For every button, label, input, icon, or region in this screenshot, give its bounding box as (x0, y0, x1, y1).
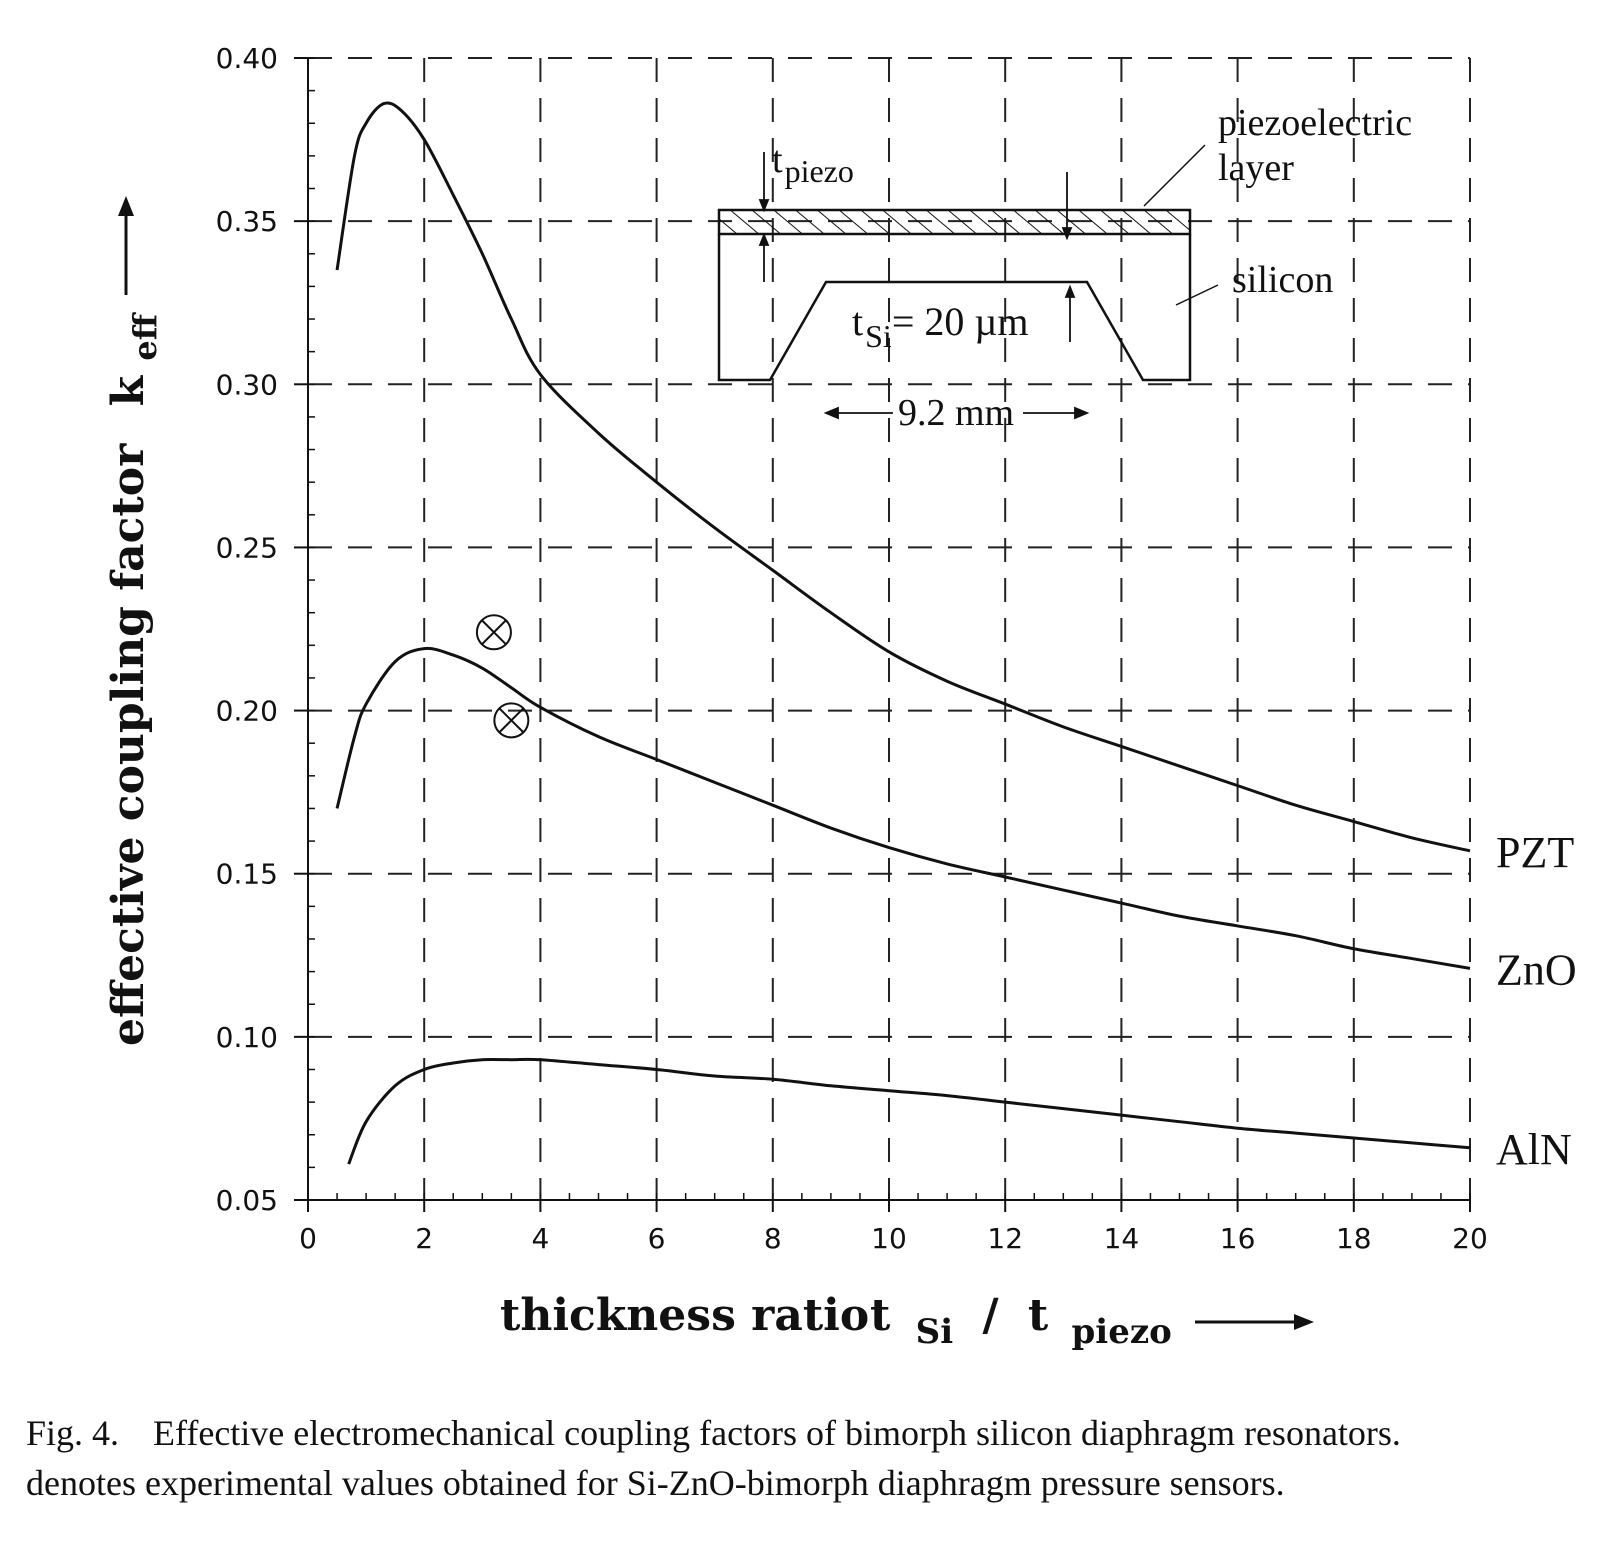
t-si-label: tSi= 20 µm (852, 299, 1029, 354)
y-tick-label: 0.20 (216, 695, 278, 728)
x-axis-math: t Si / t piezo (870, 1290, 1172, 1354)
x-axis-arrow (1195, 1314, 1314, 1330)
y-tick-label: 0.35 (216, 205, 278, 238)
y-axis-title: effective coupling factor k eff (103, 312, 164, 1046)
x-tick-label: 18 (1336, 1222, 1372, 1255)
t-piezo-marker (758, 152, 1076, 342)
y-axis-symbol: k (103, 374, 154, 406)
x-tick-label: 6 (648, 1222, 666, 1255)
y-tick-label: 0.15 (216, 858, 278, 891)
width-dimension (823, 406, 1090, 420)
silicon-leader-line (1175, 284, 1219, 306)
x-axis-label: thickness ratio (500, 1290, 869, 1341)
experimental-point (493, 702, 530, 739)
series-line-aln (347, 1057, 1471, 1165)
x-tick-label: 10 (871, 1222, 907, 1255)
x-tick-label: 20 (1452, 1222, 1488, 1255)
minor-ticks (308, 57, 1471, 1201)
silicon-label: silicon (1232, 259, 1333, 301)
piezo-label-line2: layer (1218, 147, 1294, 189)
y-tick-label: 0.05 (216, 1184, 278, 1217)
series-line-zno (335, 646, 1471, 970)
series-line-pzt (335, 101, 1471, 853)
y-axis-label: effective coupling factor (103, 443, 154, 1046)
experimental-point-circle (493, 702, 530, 739)
x-tick-label: 4 (531, 1222, 549, 1255)
piezo-leader-line (1143, 144, 1206, 207)
x-tick-label: 12 (987, 1222, 1023, 1255)
y-axis-arrow (118, 196, 134, 295)
series-lines (335, 101, 1471, 1165)
svg-text:effective coupling factor: effective coupling factor k eff (103, 312, 164, 1046)
experimental-point (475, 614, 512, 651)
y-tick-label: 0.10 (216, 1021, 278, 1054)
x-tick-label: 16 (1220, 1222, 1256, 1255)
y-tick-labels: 0.05 0.10 0.15 0.20 0.25 0.30 0.35 0.40 (216, 42, 308, 1217)
t-piezo-label: tpiezo (772, 139, 854, 189)
y-tick-label: 0.25 (216, 531, 278, 564)
series-label-pzt: PZT (1496, 828, 1574, 877)
caption-line-2: denotes experimental values obtained for… (26, 1463, 1285, 1503)
figure-canvas: 0 2 4 6 8 10 12 14 16 18 20 0.050.100.150.200.250.… (103, 42, 1577, 1354)
x-tick-label: 2 (415, 1222, 433, 1255)
x-tick-label: 0 (299, 1222, 317, 1255)
y-tick-label: 0.40 (216, 42, 278, 75)
caption-fig-number: Fig. 4. (26, 1413, 120, 1453)
caption-text-1: Effective electromechanical coupling fac… (153, 1413, 1401, 1453)
y-tick-label: 0.30 (216, 368, 278, 401)
y-axis-subscript: eff (126, 312, 164, 360)
figure-caption: Fig. 4. Effective electromechanical coupl… (26, 1408, 1611, 1508)
piezo-label-line1: piezoelectric (1218, 102, 1412, 144)
width-label: 9.2 mm (898, 392, 1014, 434)
experimental-point-cross-b (498, 707, 524, 733)
series-labels: PZT ZnO AlN (1496, 828, 1577, 1174)
series-label-aln: AlN (1496, 1125, 1572, 1174)
x-tick-labels: 0 2 4 6 8 10 12 14 16 18 20 (299, 1200, 1488, 1255)
experimental-point-cross-b (481, 619, 507, 645)
inset-diagram: tpiezo piezoelectric layer silicon tSi= … (717, 102, 1412, 434)
experimental-point-circle (475, 614, 512, 651)
silicon-body (717, 234, 1192, 382)
series-label-zno: ZnO (1496, 945, 1577, 994)
x-tick-label: 8 (764, 1222, 782, 1255)
grid-lines (308, 57, 1471, 1200)
piezo-layer (717, 208, 1192, 236)
caption-line-1: Fig. 4. Effective electromechanical coupl… (26, 1408, 1611, 1458)
x-tick-label: 14 (1104, 1222, 1140, 1255)
experimental-points (475, 614, 530, 739)
